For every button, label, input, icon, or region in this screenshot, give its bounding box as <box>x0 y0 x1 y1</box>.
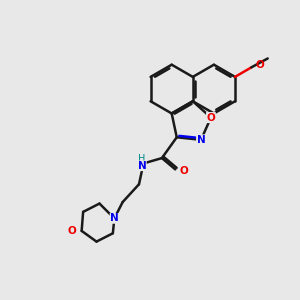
Text: N: N <box>110 213 119 224</box>
Text: N: N <box>138 161 146 171</box>
Text: O: O <box>68 226 76 236</box>
Text: H: H <box>138 154 146 164</box>
Text: O: O <box>179 166 188 176</box>
Text: N: N <box>196 135 206 145</box>
Text: O: O <box>255 60 264 70</box>
Text: O: O <box>206 112 215 123</box>
